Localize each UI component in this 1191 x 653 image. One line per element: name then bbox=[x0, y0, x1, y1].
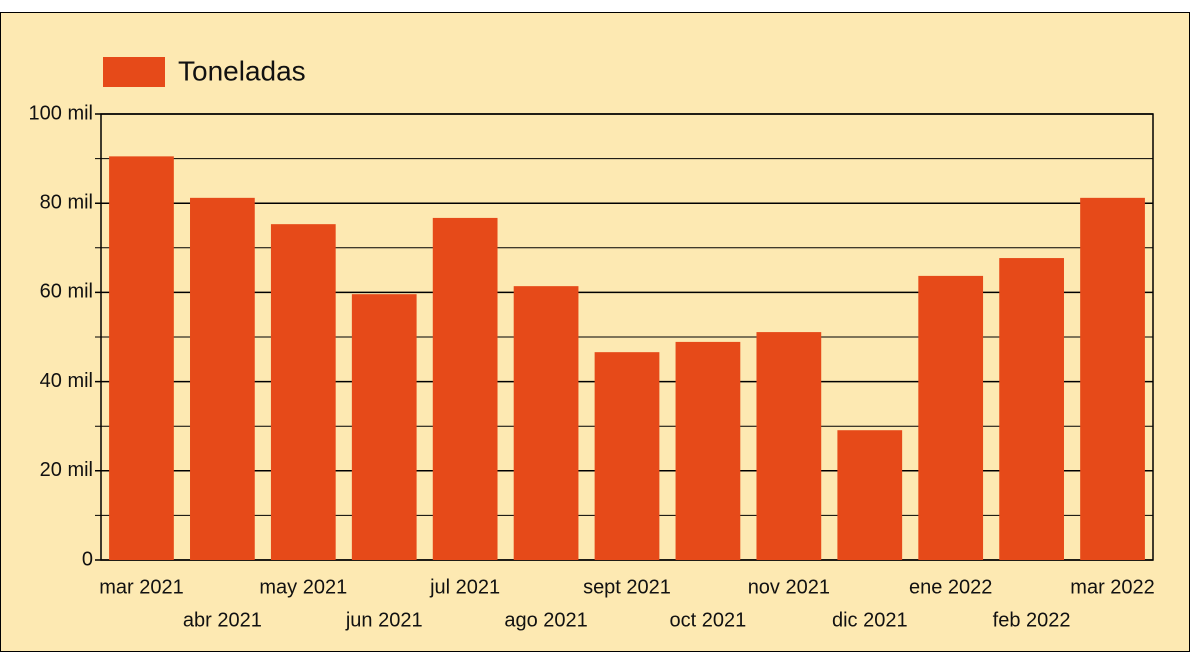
legend-label: Toneladas bbox=[178, 55, 306, 86]
x-tick-label: may 2021 bbox=[259, 576, 347, 598]
bar bbox=[999, 258, 1064, 560]
bar bbox=[756, 332, 822, 560]
x-tick-label: mar 2021 bbox=[99, 576, 184, 598]
x-tick-label: jun 2021 bbox=[345, 609, 423, 631]
bar bbox=[594, 352, 660, 560]
bar bbox=[513, 286, 579, 560]
bar bbox=[270, 224, 336, 561]
bar bbox=[351, 294, 417, 560]
bar bbox=[918, 275, 984, 560]
y-tick-label: 40 mil bbox=[40, 370, 93, 392]
x-tick-label: ago 2021 bbox=[504, 609, 587, 631]
y-tick-label: 0 bbox=[82, 548, 93, 570]
x-tick-label: mar 2022 bbox=[1070, 576, 1155, 598]
x-tick-label: feb 2022 bbox=[993, 609, 1071, 631]
x-tick-label: jul 2021 bbox=[429, 576, 500, 598]
x-tick-label: abr 2021 bbox=[183, 609, 262, 631]
x-tick-label: nov 2021 bbox=[748, 576, 830, 598]
y-tick-label: 80 mil bbox=[40, 191, 93, 213]
bar bbox=[837, 430, 903, 560]
legend-swatch bbox=[103, 57, 165, 87]
x-tick-label: oct 2021 bbox=[670, 609, 747, 631]
y-tick-label: 100 mil bbox=[29, 102, 93, 124]
x-tick-label: ene 2022 bbox=[909, 576, 992, 598]
x-tick-label: sept 2021 bbox=[583, 576, 671, 598]
bar bbox=[109, 156, 174, 560]
bar bbox=[190, 197, 255, 560]
y-tick-label: 60 mil bbox=[40, 281, 93, 303]
bar bbox=[1080, 197, 1145, 560]
x-tick-label: dic 2021 bbox=[832, 609, 908, 631]
y-tick-label: 20 mil bbox=[40, 459, 93, 481]
bar bbox=[675, 341, 741, 560]
bar bbox=[432, 217, 498, 560]
